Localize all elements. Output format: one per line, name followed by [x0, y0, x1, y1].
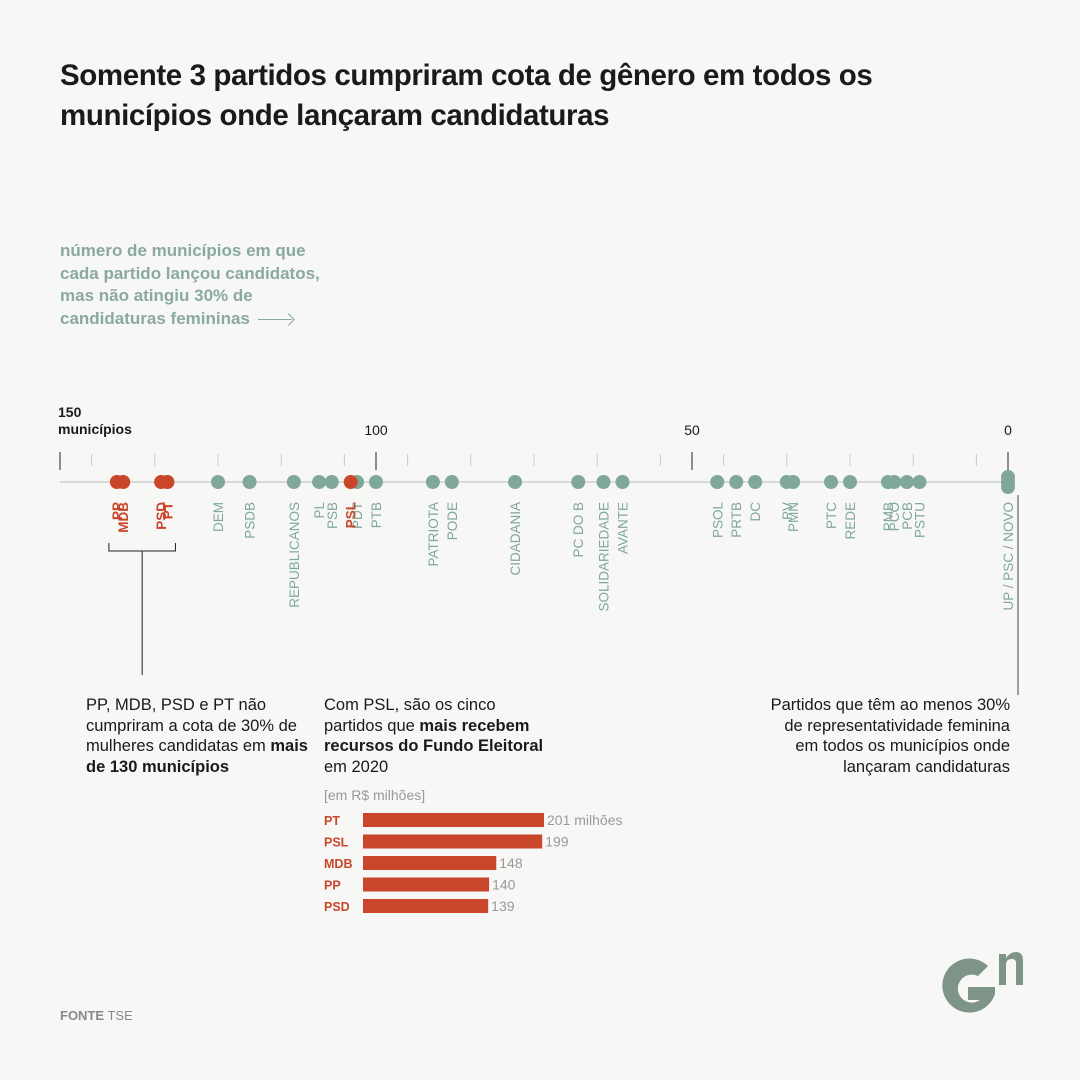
data-point: [843, 475, 857, 489]
party-label: MDB: [116, 502, 131, 533]
data-point: [1001, 480, 1015, 494]
tick-label-unit: municípios: [58, 421, 132, 437]
bar-category-label: PT: [324, 814, 340, 828]
party-label: UP / PSC / NOVO: [1001, 502, 1016, 611]
bar: [363, 834, 543, 849]
party-label: PCO: [887, 502, 902, 531]
bar: [363, 856, 497, 870]
data-point: [729, 475, 744, 489]
data-point: [211, 475, 225, 489]
data-point: [343, 475, 358, 489]
party-label: PC DO B: [571, 502, 586, 558]
bar-category-label: PSL: [324, 836, 349, 850]
party-label: CIDADANIA: [508, 502, 523, 576]
party-label: PSL: [344, 502, 359, 528]
party-label: PP: [110, 502, 125, 520]
bar-value-label: 148: [499, 855, 523, 871]
data-point: [824, 475, 839, 489]
party-label: PTC: [824, 502, 839, 529]
data-point: [116, 475, 131, 489]
tick-label: 50: [684, 422, 700, 438]
data-point: [748, 475, 763, 489]
data-point: [425, 475, 440, 489]
chart-title: Somente 3 partidos cumpriram cota de gên…: [60, 59, 873, 132]
party-label: PDT: [350, 502, 365, 529]
annotation-psl: Com PSL, são os cinco partidos que mais …: [324, 695, 554, 777]
data-point: [242, 475, 257, 489]
party-label: PV: [780, 502, 795, 520]
data-point: [369, 475, 383, 489]
logo-n-icon: [999, 952, 1023, 985]
annotation-women-quota: Partidos que têm ao menos 30% de represe…: [770, 696, 1010, 776]
data-point: [887, 475, 902, 489]
party-label: PSTU: [913, 502, 928, 538]
subtitle-text: número de municípios em que cada partido…: [60, 241, 320, 328]
annotation-text: PP, MDB, PSD e PT não cumpriram a cota d…: [86, 696, 297, 755]
party-label: DEM: [211, 502, 226, 532]
bar-value-label: 139: [491, 898, 515, 914]
arrow-right-icon: [257, 318, 292, 320]
party-label: REPUBLICANOS: [287, 502, 302, 608]
data-point: [324, 475, 339, 489]
party-label: PTB: [369, 502, 384, 528]
party-label: SOLIDARIEDADE: [597, 502, 612, 612]
party-label: PMN: [786, 502, 801, 532]
party-label: PSD: [154, 502, 169, 530]
bar-chart: PT 201 milhões PSL 199 MDB 148 PP 140 PSD 139: [324, 812, 623, 914]
bar: [363, 899, 489, 913]
party-label: PODE: [445, 502, 460, 540]
bar-category-label: PP: [324, 879, 341, 893]
data-point: [912, 475, 927, 489]
data-point: [786, 475, 801, 489]
party-label: PRTB: [729, 502, 744, 538]
party-label: DC: [748, 502, 763, 522]
source-value: TSE: [107, 1008, 133, 1023]
data-point: [444, 475, 459, 489]
party-label: AVANTE: [615, 502, 630, 554]
data-point: [615, 475, 630, 489]
party-label: PSDB: [243, 502, 258, 539]
bar-category-label: PSD: [324, 900, 350, 914]
publisher-logo: [942, 952, 1023, 1013]
chart-subtitle: número de municípios em que cada partido…: [60, 240, 320, 330]
party-label: PMB: [881, 502, 896, 531]
data-point: [571, 475, 586, 489]
party-label: PATRIOTA: [426, 502, 441, 567]
annotation-text-end: em 2020: [324, 757, 389, 776]
annotation-bold-text: mais de 130 municípios: [86, 737, 308, 776]
bar-value-label: 199: [545, 834, 569, 850]
party-label: PCB: [900, 502, 915, 530]
data-point: [899, 475, 914, 489]
data-point: [312, 475, 327, 489]
party-label: PSOL: [710, 502, 725, 539]
source-line: FONTE TSE: [60, 1008, 133, 1023]
bar: [363, 813, 544, 827]
data-point: [508, 475, 523, 489]
source-label: FONTE: [60, 1008, 105, 1023]
annotation-big-parties: PP, MDB, PSD e PT não cumpriram a cota d…: [86, 695, 326, 777]
data-point: [160, 475, 175, 489]
bar-chart-unit-label: [em R$ milhões]: [324, 787, 426, 803]
data-point: [286, 475, 301, 489]
bracket-big-parties: [108, 543, 176, 552]
bar-category-label: MDB: [324, 857, 352, 871]
logo-g-icon: [942, 958, 995, 1013]
annotation-bold-text: mais recebem recursos do Fundo Eleitoral: [324, 716, 544, 756]
data-point: [710, 475, 725, 489]
party-label: PT: [160, 501, 175, 519]
party-label: PL: [312, 502, 327, 519]
data-point: [596, 475, 611, 489]
bar: [363, 877, 490, 892]
tick-label: 100: [364, 422, 388, 438]
party-label: PSB: [325, 502, 340, 529]
tick-label: 150: [58, 404, 82, 420]
annotation-text: Com PSL, são os cinco partidos que: [324, 696, 496, 735]
bar-value-label: 201 milhões: [547, 812, 623, 828]
bar-value-label: 140: [492, 877, 516, 893]
party-label: REDE: [843, 502, 858, 540]
tick-label: 0: [1004, 422, 1012, 438]
